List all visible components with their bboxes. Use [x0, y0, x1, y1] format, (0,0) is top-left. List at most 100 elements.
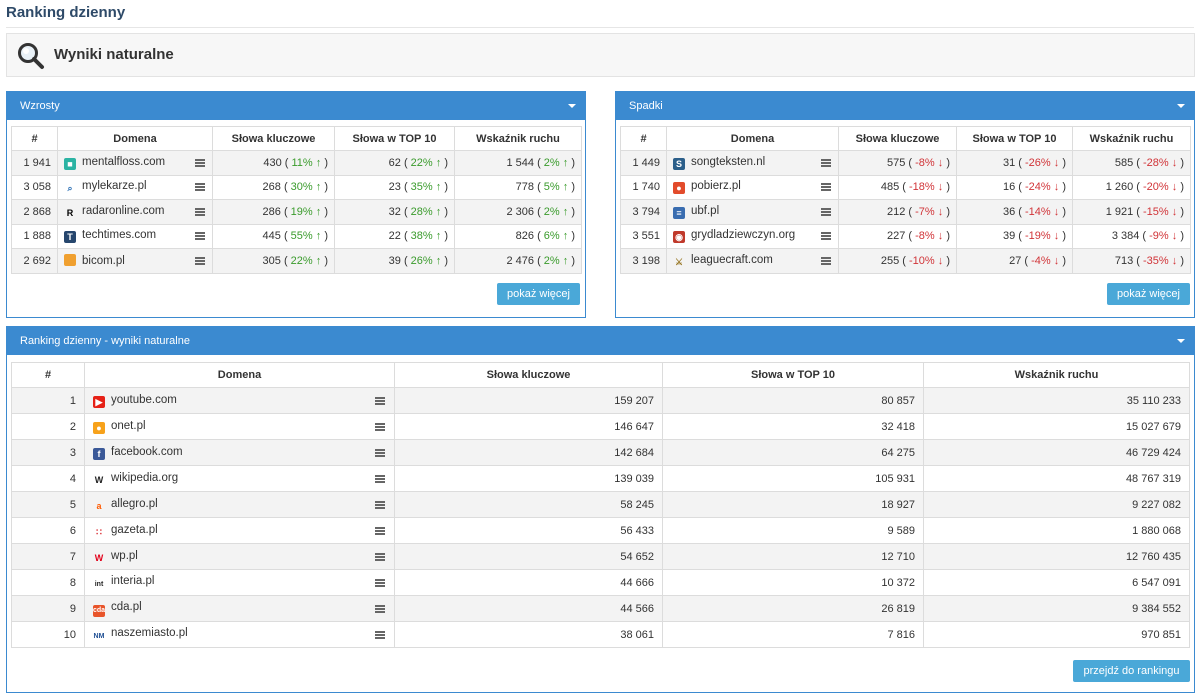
top10-cell: 39 ( -19% ↓ )	[956, 223, 1073, 249]
domain-link[interactable]: cda.pl	[111, 600, 142, 613]
column-header[interactable]: Domena	[84, 362, 395, 388]
list-icon[interactable]	[375, 500, 385, 509]
list-icon[interactable]	[375, 448, 385, 457]
column-header[interactable]: Słowa w TOP 10	[956, 126, 1073, 151]
column-header[interactable]: Słowa kluczowe	[838, 126, 957, 151]
table-row[interactable]: 3 794 ≡ ubf.pl 212 ( -7% ↓ ) 36 ( -14% ↓ ) 1 …	[620, 199, 1191, 225]
collapse-caret-icon[interactable]	[568, 104, 576, 108]
column-header[interactable]: #	[11, 126, 58, 151]
list-icon[interactable]	[821, 158, 831, 167]
column-header[interactable]: Wskaźnik ruchu	[1072, 126, 1191, 151]
table-row[interactable]: 1 740 ● pobierz.pl 485 ( -18% ↓ ) 16 ( -24% …	[620, 174, 1191, 200]
top10-cell: 26 819	[662, 595, 924, 622]
table-row[interactable]: 8 int interia.pl 44 666 10 372 6 547 091	[11, 569, 1190, 596]
table-row[interactable]: 10 NM naszemiasto.pl 38 061 7 816 970 851	[11, 621, 1190, 648]
domain-cell: ■ mentalfloss.com	[57, 150, 213, 176]
column-header[interactable]: Słowa w TOP 10	[662, 362, 924, 388]
table-row[interactable]: 9 cda cda.pl 44 566 26 819 9 384 552	[11, 595, 1190, 622]
list-icon[interactable]	[375, 552, 385, 561]
list-icon[interactable]	[375, 396, 385, 405]
top10-cell: 27 ( -4% ↓ )	[956, 248, 1073, 274]
domain-link[interactable]: wp.pl	[111, 549, 138, 562]
spadki-panel-header[interactable]: Spadki	[616, 92, 1194, 120]
wp-favicon-icon: W	[94, 552, 104, 563]
domain-link[interactable]: allegro.pl	[111, 497, 158, 510]
show-more-button[interactable]: pokaż więcej	[497, 283, 580, 305]
domain-link[interactable]: grydladziewczyn.org	[691, 229, 796, 242]
column-header[interactable]: #	[11, 362, 85, 388]
keywords-cell: 255 ( -10% ↓ )	[838, 248, 957, 274]
table-row[interactable]: 1 ▶ youtube.com 159 207 80 857 35 110 233	[11, 387, 1190, 414]
table-header-row: # Domena Słowa kluczowe Słowa w TOP 10 Wskaź…	[11, 362, 1190, 388]
list-icon[interactable]	[195, 183, 205, 192]
collapse-caret-icon[interactable]	[1177, 104, 1185, 108]
list-icon[interactable]	[375, 578, 385, 587]
table-row[interactable]: 6 ∷ gazeta.pl 56 433 9 589 1 880 068	[11, 517, 1190, 544]
table-row[interactable]: 3 f facebook.com 142 684 64 275 46 729 424	[11, 439, 1190, 466]
domain-link[interactable]: interia.pl	[111, 574, 155, 587]
table-row[interactable]: 5 a allegro.pl 58 245 18 927 9 227 082	[11, 491, 1190, 518]
list-icon[interactable]	[821, 232, 831, 241]
table-row[interactable]: 2 692 bicom.pl 305 ( 22% ↑ ) 39 ( 26% ↑ ) 2 …	[11, 248, 582, 274]
domain-link[interactable]: youtube.com	[111, 393, 177, 406]
change-percent: -18%	[909, 181, 935, 194]
domain-link[interactable]: songteksten.nl	[691, 155, 766, 168]
gazeta-favicon-icon: ∷	[96, 526, 102, 537]
table-row[interactable]: 3 551 ◉ grydladziewczyn.org 227 ( -8% ↓ ) 39…	[620, 223, 1191, 249]
top10-cell: 18 927	[662, 491, 924, 518]
change-percent: 26%	[410, 254, 433, 267]
list-icon[interactable]	[375, 526, 385, 535]
domain-link[interactable]: gazeta.pl	[111, 523, 158, 536]
list-icon[interactable]	[195, 207, 205, 216]
domain-link[interactable]: pobierz.pl	[691, 180, 741, 193]
column-header[interactable]: Wskaźnik ruchu	[923, 362, 1190, 388]
table-row[interactable]: 2 ● onet.pl 146 647 32 418 15 027 679	[11, 413, 1190, 440]
column-header[interactable]: Domena	[57, 126, 213, 151]
domain-link[interactable]: wikipedia.org	[111, 471, 179, 484]
list-icon[interactable]	[821, 256, 831, 265]
traffic-cell: 1 544 ( 2% ↑ )	[454, 150, 582, 176]
table-row[interactable]: 1 941 ■ mentalfloss.com 430 ( 11% ↑ ) 62 ( 2…	[11, 150, 582, 176]
collapse-caret-icon[interactable]	[1177, 339, 1185, 343]
list-icon[interactable]	[821, 207, 831, 216]
column-header[interactable]: #	[620, 126, 667, 151]
table-row[interactable]: 3 058 ⌕ mylekarze.pl 268 ( 30% ↑ ) 23 ( 35% …	[11, 174, 582, 200]
list-icon[interactable]	[375, 630, 385, 639]
domain-link[interactable]: onet.pl	[111, 419, 146, 432]
ranking-panel-header[interactable]: Ranking dzienny - wyniki naturalne	[7, 327, 1194, 355]
column-header[interactable]: Słowa kluczowe	[394, 362, 663, 388]
domain-link[interactable]: radaronline.com	[82, 204, 165, 217]
column-header[interactable]: Domena	[666, 126, 839, 151]
go-to-ranking-button[interactable]: przejdź do rankingu	[1073, 660, 1190, 682]
list-icon[interactable]	[375, 474, 385, 483]
list-icon[interactable]	[821, 183, 831, 192]
domain-link[interactable]: facebook.com	[111, 445, 183, 458]
domain-link[interactable]: mentalfloss.com	[82, 155, 166, 168]
column-header[interactable]: Słowa kluczowe	[212, 126, 335, 151]
table-row[interactable]: 3 198 ⚔ leaguecraft.com 255 ( -10% ↓ ) 27 ( …	[620, 248, 1191, 274]
domain-link[interactable]: mylekarze.pl	[82, 180, 147, 193]
change-percent: -10%	[909, 254, 935, 267]
list-icon[interactable]	[195, 232, 205, 241]
page-title: Ranking dzienny	[6, 4, 126, 21]
list-icon[interactable]	[195, 256, 205, 265]
list-icon[interactable]	[375, 422, 385, 431]
domain-link[interactable]: techtimes.com	[82, 229, 157, 242]
domain-link[interactable]: bicom.pl	[82, 255, 125, 268]
show-more-button[interactable]: pokaż więcej	[1107, 283, 1190, 305]
change-percent: 2%	[543, 254, 560, 267]
column-header[interactable]: Wskaźnik ruchu	[454, 126, 582, 151]
domain-link[interactable]: ubf.pl	[691, 204, 720, 217]
column-header[interactable]: Słowa w TOP 10	[334, 126, 455, 151]
list-icon[interactable]	[195, 158, 205, 167]
domain-link[interactable]: leaguecraft.com	[691, 253, 773, 266]
wzrosty-panel-header[interactable]: Wzrosty	[7, 92, 585, 120]
list-icon[interactable]	[375, 604, 385, 613]
domain-link[interactable]: naszemiasto.pl	[111, 626, 188, 639]
rank-cell: 1 941	[11, 150, 58, 176]
